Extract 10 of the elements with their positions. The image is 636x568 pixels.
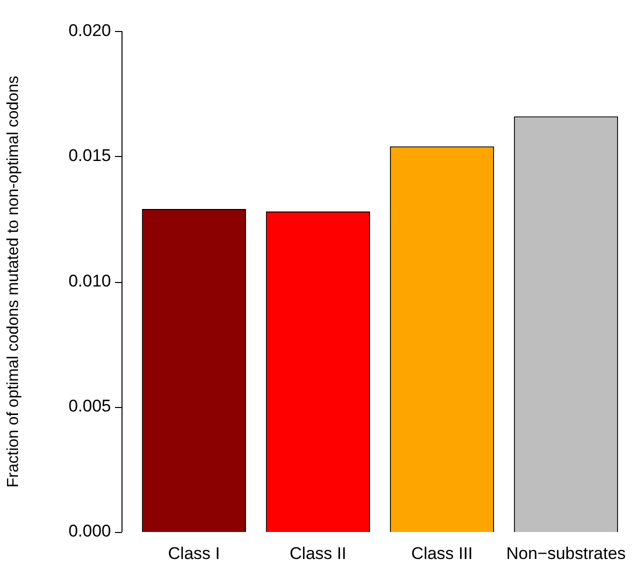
y-tick-label: 0.020 [68, 20, 111, 40]
y-tick-label: 0.010 [68, 271, 111, 290]
y-tick-label: 0.005 [68, 396, 111, 416]
y-tick-label: 0.015 [68, 146, 111, 166]
x-tick-label: Class III [411, 544, 473, 563]
x-tick-label: Non−substrates [506, 544, 626, 563]
x-tick-label: Class I [168, 544, 220, 563]
y-axis-title: Fraction of optimal codons mutated to non-optimal codons [5, 76, 22, 488]
x-tick-label: Class II [290, 544, 346, 563]
y-tick-label: 0.000 [68, 522, 111, 541]
